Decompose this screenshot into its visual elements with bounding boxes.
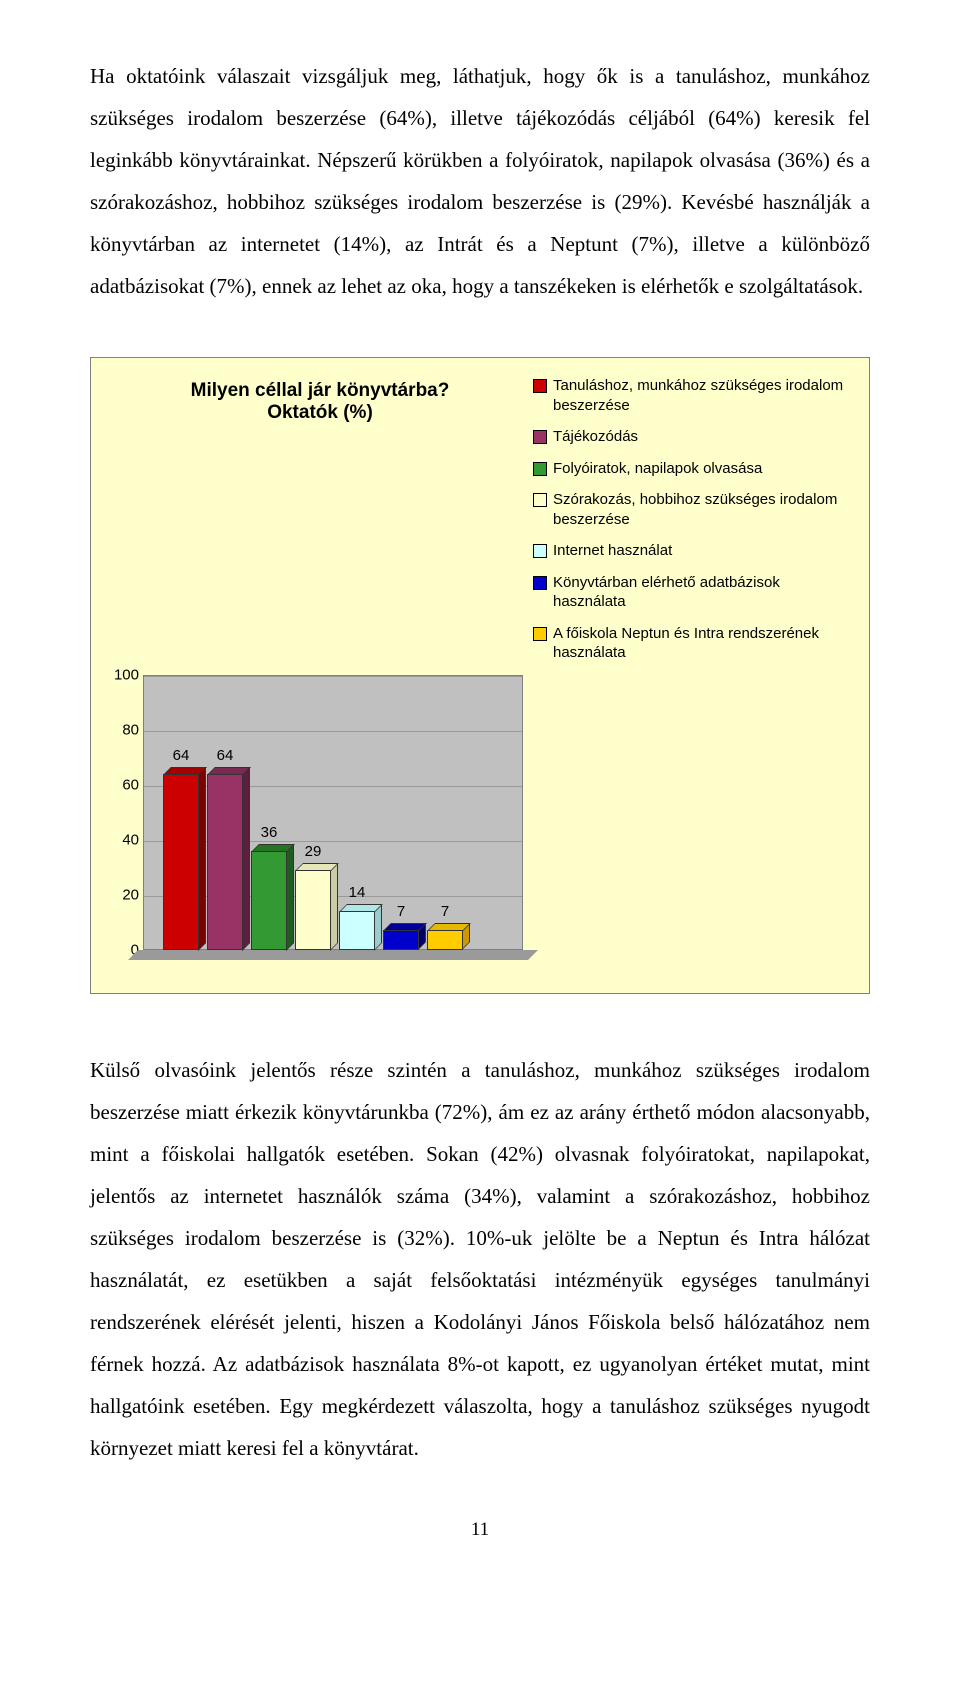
chart-panel: Milyen céllal jár könyvtárba? Oktatók (%… (90, 357, 870, 994)
legend-label: Folyóiratok, napilapok olvasása (553, 459, 853, 479)
bar-value-label: 64 (203, 747, 247, 764)
legend-label: Szórakozás, hobbihoz szükséges irodalom … (553, 490, 853, 529)
bar (251, 851, 287, 950)
bar (295, 870, 331, 950)
bar-value-label: 14 (335, 884, 379, 901)
chart-title-line1: Milyen céllal jár könyvtárba? (107, 380, 533, 402)
bar-value-label: 7 (423, 903, 467, 920)
bar-side-face (330, 863, 338, 951)
legend-swatch (533, 430, 547, 444)
bar-value-label: 36 (247, 824, 291, 841)
legend-label: Könyvtárban elérhető adatbázisok használ… (553, 573, 853, 612)
legend-item: Tanuláshoz, munkához szükséges irodalom … (533, 376, 853, 415)
legend-label: Tájékozódás (553, 427, 853, 447)
plot-floor (128, 950, 538, 960)
chart-body: 020406080100 646436291477 (107, 675, 853, 975)
bar-side-face (198, 767, 206, 951)
bar (163, 774, 199, 950)
legend-item: Internet használat (533, 541, 853, 561)
y-tick-label: 100 (107, 666, 139, 683)
legend-item: Folyóiratok, napilapok olvasása (533, 459, 853, 479)
y-axis: 020406080100 (107, 675, 143, 950)
legend-item: A főiskola Neptun és Intra rendszerének … (533, 624, 853, 663)
legend-item: Tájékozódás (533, 427, 853, 447)
chart-title-line2: Oktatók (%) (107, 402, 533, 424)
y-tick-label: 80 (107, 721, 139, 738)
bar-value-label: 64 (159, 747, 203, 764)
legend-label: Tanuláshoz, munkához szükséges irodalom … (553, 376, 853, 415)
legend-swatch (533, 544, 547, 558)
paragraph-1: Ha oktatóink válaszait vizsgáljuk meg, l… (90, 55, 870, 307)
legend-swatch (533, 576, 547, 590)
paragraph-2: Külső olvasóink jelentős része szintén a… (90, 1049, 870, 1469)
bar (339, 911, 375, 950)
bar (207, 774, 243, 950)
legend-swatch (533, 379, 547, 393)
chart-header-row: Milyen céllal jár könyvtárba? Oktatók (%… (107, 376, 853, 675)
bars-group: 646436291477 (163, 675, 503, 950)
y-tick-label: 40 (107, 831, 139, 848)
y-tick-label: 60 (107, 776, 139, 793)
legend-item: Szórakozás, hobbihoz szükséges irodalom … (533, 490, 853, 529)
chart-legend: Tanuláshoz, munkához szükséges irodalom … (533, 376, 853, 675)
bar-value-label: 7 (379, 903, 423, 920)
bar (383, 930, 419, 949)
legend-label: A főiskola Neptun és Intra rendszerének … (553, 624, 853, 663)
page-number: 11 (90, 1519, 870, 1541)
legend-swatch (533, 627, 547, 641)
bar (427, 930, 463, 949)
page: Ha oktatóink válaszait vizsgáljuk meg, l… (0, 0, 960, 1581)
chart-plot-wrap: 020406080100 646436291477 (107, 675, 527, 975)
legend-item: Könyvtárban elérhető adatbázisok használ… (533, 573, 853, 612)
legend-swatch (533, 493, 547, 507)
chart-title: Milyen céllal jár könyvtárba? Oktatók (%… (107, 376, 533, 675)
bar-value-label: 29 (291, 843, 335, 860)
y-tick-label: 20 (107, 886, 139, 903)
plot-area: 646436291477 (143, 675, 523, 950)
bar-side-face (242, 767, 250, 951)
legend-label: Internet használat (553, 541, 853, 561)
legend-swatch (533, 462, 547, 476)
chart-right-spacer (527, 675, 853, 975)
